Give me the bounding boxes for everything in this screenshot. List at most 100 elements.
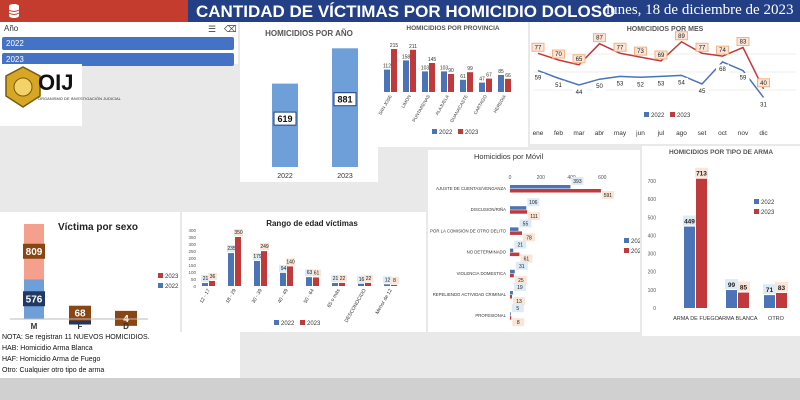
data-label-box <box>115 310 137 326</box>
tick-label: 50 - 64 <box>303 288 316 305</box>
legend-swatch <box>274 320 279 325</box>
tick-label: 2022 <box>277 173 293 180</box>
tick-label: 40 - 49 <box>277 288 290 305</box>
bar <box>510 291 513 295</box>
series-line-2022 <box>537 61 765 98</box>
filter-icon[interactable]: ☰ <box>208 24 217 34</box>
data-label: 158 <box>402 54 411 60</box>
erase-filter-icon[interactable]: ⌫ <box>224 24 237 34</box>
data-label: 45 <box>699 89 706 95</box>
data-label-box <box>593 81 606 91</box>
legend-label: 2023 <box>677 113 691 119</box>
data-label: 22 <box>340 276 346 282</box>
data-label-box <box>528 212 541 221</box>
data-label-box <box>512 318 525 327</box>
legend-label: 2023 <box>307 321 321 327</box>
bar <box>510 316 512 320</box>
data-label: 59 <box>535 76 542 82</box>
bar <box>510 210 528 214</box>
data-label-box <box>515 261 528 270</box>
legend-label: 2023 <box>631 249 640 255</box>
data-label: 106 <box>529 200 538 206</box>
data-label-box <box>634 46 647 56</box>
tick-label: 300 <box>188 242 196 247</box>
data-label-box <box>613 78 627 88</box>
slicer-option-2023[interactable]: 2023 <box>2 53 234 66</box>
year-slicer: Año ☰ ⌫ 2022 2023 <box>0 22 238 66</box>
bar <box>332 283 338 286</box>
bar <box>460 79 466 92</box>
data-label: 61 <box>524 257 530 263</box>
bar <box>510 185 571 189</box>
legend-swatch <box>458 129 463 134</box>
legend-label: 2022 <box>761 200 775 206</box>
tick-label: 250 <box>188 249 196 254</box>
tick-label: may <box>614 130 627 137</box>
data-label: 591 <box>604 193 613 199</box>
bar <box>254 260 260 286</box>
tick-label: Menor de 12 <box>374 288 393 316</box>
data-label-box <box>333 92 357 107</box>
bar <box>510 273 514 278</box>
tick-label: PROFESIONAL <box>475 313 506 318</box>
bar <box>510 189 601 193</box>
data-label: 70 <box>555 52 562 58</box>
data-label-box <box>593 33 606 43</box>
tick-label: 2023 <box>337 173 353 180</box>
slicer-option-2022[interactable]: 2022 <box>2 37 234 50</box>
tick-label: 200 <box>188 256 196 261</box>
legend-label: 2022 <box>165 284 179 290</box>
database-icon[interactable] <box>8 3 20 19</box>
data-label-box <box>305 269 314 277</box>
data-label: 249 <box>260 244 269 250</box>
tick-label: 0 <box>193 284 196 289</box>
data-label-box <box>364 274 373 282</box>
tick-label: OTRO <box>768 316 785 322</box>
bar <box>391 49 397 92</box>
data-label-box <box>736 37 750 47</box>
tick-label: PUNTARENAS <box>411 94 431 123</box>
data-label: 449 <box>684 219 695 226</box>
data-label: 25 <box>518 278 524 284</box>
data-label: 68 <box>719 67 726 73</box>
data-label: 51 <box>555 83 562 89</box>
bar <box>384 69 390 92</box>
data-label: 31 <box>519 264 525 270</box>
tick-label: 18 - 29 <box>225 288 238 305</box>
bar <box>510 295 512 299</box>
bar <box>391 284 397 286</box>
bar <box>776 292 787 308</box>
legend-label: 2022 <box>281 321 295 327</box>
data-label: 235 <box>227 246 236 252</box>
data-label-box <box>654 50 668 60</box>
data-label: 881 <box>337 95 352 105</box>
tick-label: 50 <box>191 277 197 282</box>
data-label-box <box>312 269 321 277</box>
bar <box>384 284 390 286</box>
bar <box>467 72 473 92</box>
data-label-box <box>279 264 288 272</box>
data-label: 53 <box>658 81 665 87</box>
data-label: 16 <box>359 277 365 283</box>
data-label: 65 <box>576 57 583 63</box>
data-label-box <box>253 252 262 260</box>
data-label-box <box>572 54 586 64</box>
data-label: 87 <box>596 36 603 42</box>
tick-label: oct <box>718 130 727 137</box>
data-label-box <box>201 275 210 283</box>
bar <box>505 78 511 92</box>
chart-title: Homicidios por Móvil <box>474 152 544 161</box>
data-label-box <box>716 64 729 74</box>
data-label: 77 <box>617 45 624 51</box>
tick-label: 30 - 39 <box>251 288 264 305</box>
data-label: 59 <box>740 76 747 82</box>
tick-label: mar <box>573 130 585 137</box>
notes-panel: NOTA: Se registran 11 NUEVOS HOMICIDIOS.… <box>0 332 240 380</box>
bar <box>228 253 234 286</box>
tick-label: 300 <box>648 252 657 258</box>
bar <box>261 251 267 286</box>
bar <box>365 282 371 286</box>
data-label-box <box>716 45 729 55</box>
data-label-box <box>260 243 269 251</box>
data-label-box <box>519 219 532 228</box>
